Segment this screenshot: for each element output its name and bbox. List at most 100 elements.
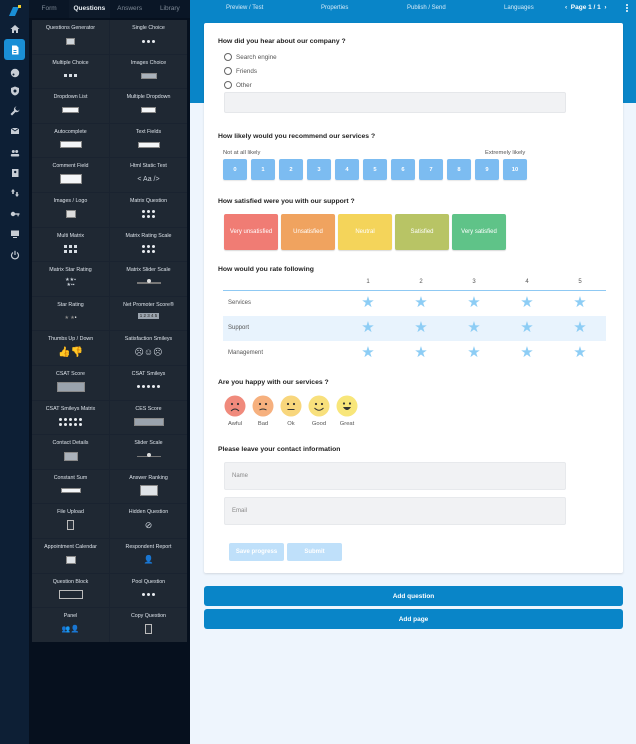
question-type-comment-field[interactable]: Comment Field	[32, 158, 109, 192]
question-type-images-logo[interactable]: Images / Logo	[32, 192, 109, 227]
question-type-answer-ranking[interactable]: Answer Ranking	[110, 469, 187, 504]
question-type-contact-details[interactable]: Contact Details	[32, 435, 109, 469]
key-icon[interactable]	[4, 203, 25, 224]
nps-button-9[interactable]: 9	[475, 159, 499, 180]
question-type-thumbs-up-down[interactable]: Thumbs Up / Down 👍👎	[32, 331, 109, 365]
star-icon[interactable]: ★	[414, 344, 428, 361]
star-icon[interactable]: ★	[467, 319, 481, 336]
tab-answers[interactable]: Answers	[117, 5, 143, 12]
nps-button-8[interactable]: 8	[447, 159, 471, 180]
contacts-book-icon[interactable]	[4, 162, 25, 183]
question-type-matrix-star-rating[interactable]: Matrix Star Rating ★★▪ ★▪▪	[32, 262, 109, 296]
question-type-dropdown-list[interactable]: Dropdown List	[32, 89, 109, 123]
question-type-multi-matrix[interactable]: Multi Matrix	[32, 227, 109, 262]
star-icon[interactable]: ★	[573, 344, 587, 361]
option-very-unsatisfied[interactable]: Very unsatisfied	[224, 214, 278, 250]
smiley-awful[interactable]: Awful	[224, 395, 246, 427]
star-icon[interactable]: ★	[520, 319, 534, 336]
question-type-hidden-question[interactable]: Hidden Question ⊘	[110, 504, 187, 538]
question-type-constant-sum[interactable]: Constant Sum	[32, 469, 109, 504]
question-type-file-upload[interactable]: File Upload	[32, 504, 109, 538]
nps-button-7[interactable]: 7	[419, 159, 443, 180]
star-icon[interactable]: ★	[573, 294, 587, 311]
tab-library[interactable]: Library	[159, 5, 180, 12]
nps-button-2[interactable]: 2	[279, 159, 303, 180]
smiley-good[interactable]: Good	[308, 395, 330, 427]
star-icon[interactable]: ★	[467, 294, 481, 311]
star-icon[interactable]: ★	[414, 319, 428, 336]
question-type-appointment-calendar[interactable]: Appointment Calendar	[32, 538, 109, 573]
question-type-single-choice[interactable]: Single Choice	[110, 20, 187, 54]
question-type-panel[interactable]: Panel 👥👤	[32, 608, 109, 642]
star-icon[interactable]: ★	[361, 319, 375, 336]
question-type-question-block[interactable]: Question Block	[32, 573, 109, 608]
smiley-bad[interactable]: Bad	[252, 395, 274, 427]
question-type-images-choice[interactable]: Images Choice	[110, 54, 187, 89]
nps-button-4[interactable]: 4	[335, 159, 359, 180]
email-input[interactable]: Email	[224, 497, 566, 525]
question-type-multiple-choice[interactable]: Multiple Choice	[32, 54, 109, 89]
question-type-text-fields[interactable]: Text Fields	[110, 123, 187, 158]
question-type-csat-score[interactable]: CSAT Score	[32, 365, 109, 400]
radio-icon[interactable]	[224, 81, 232, 89]
question-type-matrix-slider-scale[interactable]: Matrix Slider Scale	[110, 262, 187, 296]
smiley-ok[interactable]: Ok	[280, 395, 302, 427]
radio-option-other[interactable]: Other	[224, 81, 252, 89]
nps-button-0[interactable]: 0	[223, 159, 247, 180]
home-icon[interactable]	[4, 18, 25, 39]
users-icon[interactable]	[4, 142, 25, 163]
star-icon[interactable]: ★	[361, 344, 375, 361]
tab-form[interactable]: Form	[41, 5, 57, 12]
nav-languages[interactable]: Languages	[504, 5, 534, 11]
next-page-button[interactable]: ›	[604, 4, 607, 11]
question-type-ces-score[interactable]: CES Score	[110, 400, 187, 435]
name-input[interactable]: Name	[224, 462, 566, 490]
option-very-satisfied[interactable]: Very satisfied	[452, 214, 506, 250]
question-type-satisfaction-smileys[interactable]: Satisfaction Smileys ☹☺☹	[110, 331, 187, 365]
question-type-multiple-dropdown[interactable]: Multiple Dropdown	[110, 89, 187, 123]
star-icon[interactable]: ★	[573, 319, 587, 336]
nav-properties[interactable]: Properties	[321, 5, 349, 11]
nav-publish-send[interactable]: Publish / Send	[407, 5, 446, 11]
option-satisfied[interactable]: Satisfied	[395, 214, 449, 250]
question-type-csat-smileys-matrix[interactable]: CSAT Smileys Matrix	[32, 400, 109, 435]
question-type-respondent-report[interactable]: Respondent Report 👤	[110, 538, 187, 573]
smiley-great[interactable]: Great	[336, 395, 358, 427]
shield-icon[interactable]	[4, 80, 25, 101]
option-neutral[interactable]: Neutral	[338, 214, 392, 250]
star-icon[interactable]: ★	[467, 344, 481, 361]
radio-option-search-engine[interactable]: Search engine	[224, 53, 277, 61]
prev-page-button[interactable]: ‹	[565, 4, 568, 11]
add-page-button[interactable]: Add page	[204, 609, 623, 629]
palette-icon[interactable]	[4, 62, 25, 83]
power-icon[interactable]	[4, 244, 25, 265]
submit-button[interactable]: Submit	[287, 543, 342, 561]
star-icon[interactable]: ★	[414, 294, 428, 311]
question-type-html-static-text[interactable]: Html Static Text < Aa />	[110, 158, 187, 192]
star-icon[interactable]: ★	[361, 294, 375, 311]
wrench-icon[interactable]	[4, 100, 25, 121]
question-type-matrix-question[interactable]: Matrix Question	[110, 192, 187, 227]
nps-button-10[interactable]: 10	[503, 159, 527, 180]
question-type-pool-question[interactable]: Pool Question	[110, 573, 187, 608]
survey-document-icon[interactable]	[4, 39, 25, 60]
star-icon[interactable]: ★	[520, 294, 534, 311]
app-logo-icon[interactable]	[7, 5, 22, 18]
nav-preview-test[interactable]: Preview / Test	[226, 5, 264, 11]
question-type-matrix-rating-scale[interactable]: Matrix Rating Scale	[110, 227, 187, 262]
save-progress-button[interactable]: Save progress	[229, 543, 284, 561]
option-unsatisfied[interactable]: Unsatisfied	[281, 214, 335, 250]
question-type-star-rating[interactable]: Star Rating ★ ★ •	[32, 296, 109, 331]
nps-button-6[interactable]: 6	[391, 159, 415, 180]
add-question-button[interactable]: Add question	[204, 586, 623, 606]
mail-icon[interactable]	[4, 120, 25, 141]
nps-button-3[interactable]: 3	[307, 159, 331, 180]
sort-arrows-icon[interactable]	[4, 182, 25, 203]
question-type-autocomplete[interactable]: Autocomplete	[32, 123, 109, 158]
nps-button-1[interactable]: 1	[251, 159, 275, 180]
question-type-questions-generator[interactable]: Questions Generator	[32, 20, 109, 54]
nps-button-5[interactable]: 5	[363, 159, 387, 180]
tab-questions[interactable]: Questions	[69, 0, 110, 18]
monitor-icon[interactable]	[4, 223, 25, 244]
other-text-input[interactable]	[224, 92, 566, 113]
